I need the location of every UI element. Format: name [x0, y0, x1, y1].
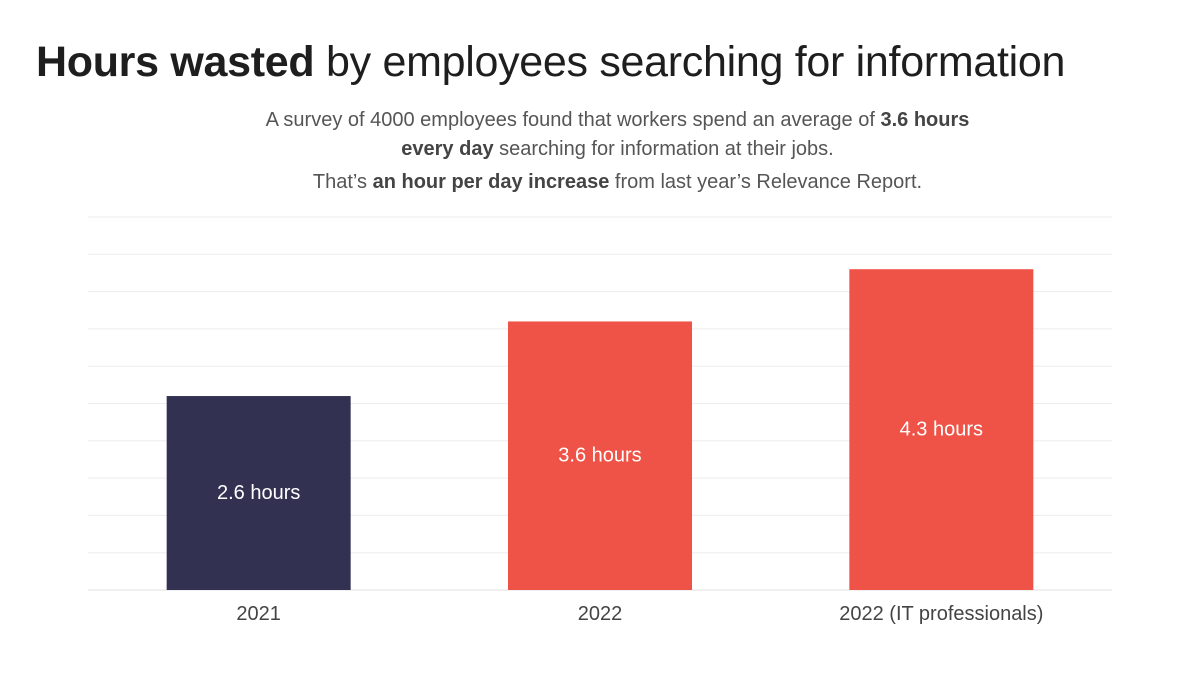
chart-title: Hours wasted by employees searching for …	[36, 38, 1065, 87]
x-tick-label: 2022	[578, 603, 623, 625]
subtitle-text: searching for information at their jobs.	[493, 138, 834, 160]
chart-subtitle: A survey of 4000 employees found that wo…	[200, 106, 1035, 197]
data-label: 4.3 hours	[900, 419, 983, 441]
x-tick-label: 2021	[236, 603, 281, 625]
subtitle-line-2: every day searching for information at t…	[200, 135, 1035, 164]
title-bold: Hours wasted	[36, 38, 315, 86]
subtitle-emphasis: an hour per day increase	[372, 171, 610, 193]
subtitle-text: from last year’s Relevance Report.	[609, 171, 923, 193]
bar	[508, 321, 692, 590]
subtitle-text: A survey of 4000 employees found that wo…	[265, 109, 881, 131]
data-label: 2.6 hours	[217, 482, 300, 504]
subtitle-text: That’s	[312, 171, 373, 193]
subtitle-line-1: A survey of 4000 employees found that wo…	[200, 106, 1035, 135]
x-tick-label: 2022 (IT professionals)	[839, 603, 1043, 625]
subtitle-line-3: That’s an hour per day increase from las…	[200, 168, 1035, 197]
data-label: 3.6 hours	[558, 445, 641, 467]
subtitle-emphasis: 3.6 hours	[880, 109, 970, 131]
subtitle-emphasis: every day	[401, 138, 494, 160]
bar	[166, 396, 351, 590]
bar	[849, 269, 1034, 590]
title-rest: by employees searching for information	[314, 38, 1066, 86]
